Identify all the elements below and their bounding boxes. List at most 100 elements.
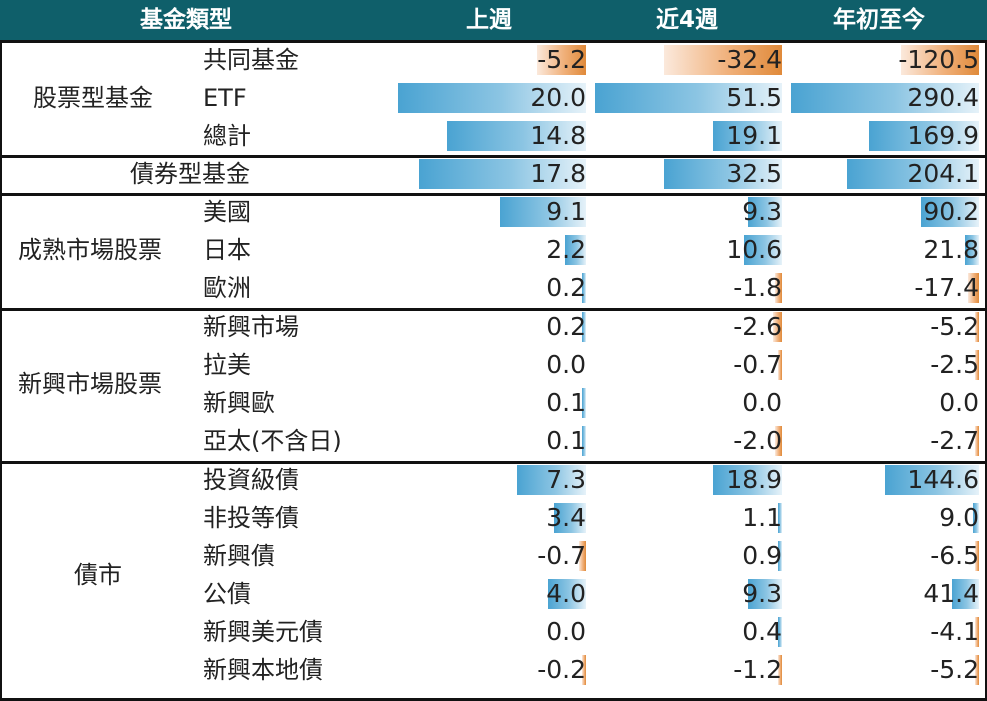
value-bar — [778, 350, 782, 380]
value-bar — [973, 503, 979, 533]
value-cell: 0.0 — [742, 388, 782, 417]
value-cell: 20.0 — [530, 83, 586, 112]
value-cell: -1.8 — [733, 273, 782, 302]
value-cell: 0.4 — [742, 617, 782, 646]
value-bar — [582, 388, 586, 418]
value-cell: 90.2 — [923, 197, 979, 226]
value-cell: 169.9 — [907, 121, 979, 150]
value-bar — [778, 655, 782, 685]
value-bar — [975, 617, 979, 647]
value-cell: 1.1 — [742, 503, 782, 532]
value-bar — [517, 465, 586, 495]
value-bar — [548, 579, 586, 609]
header-last-week: 上週 — [466, 7, 512, 33]
value-cell: 9.1 — [546, 197, 586, 226]
value-cell: -5.2 — [930, 655, 979, 684]
value-bar — [965, 235, 979, 265]
group-label: 債市 — [74, 561, 122, 589]
value-bar — [778, 617, 782, 647]
value-cell: 0.0 — [546, 617, 586, 646]
value-bar — [975, 426, 979, 456]
row-label: 新興美元債 — [203, 618, 323, 646]
row-label: 歐洲 — [203, 274, 251, 302]
row-label: 拉美 — [203, 351, 251, 379]
table-border-left — [0, 40, 2, 701]
value-cell: -2.0 — [733, 426, 782, 455]
value-cell: 0.9 — [742, 541, 782, 570]
row-divider — [0, 155, 987, 158]
value-cell: 41.4 — [923, 579, 979, 608]
value-cell: 9.3 — [742, 579, 782, 608]
value-bar — [975, 350, 979, 380]
value-cell: 204.1 — [907, 159, 979, 188]
row-label: 新興債 — [203, 542, 275, 570]
row-label: 美國 — [203, 198, 251, 226]
value-bar — [565, 235, 586, 265]
value-bar — [744, 235, 782, 265]
value-cell: 0.1 — [546, 388, 586, 417]
value-bar — [775, 273, 782, 303]
value-bar — [713, 465, 782, 495]
value-cell: -5.2 — [930, 312, 979, 341]
value-bar — [664, 45, 782, 75]
row-label: 新興本地債 — [203, 656, 323, 684]
value-bar — [885, 465, 979, 495]
value-cell: -2.7 — [930, 426, 979, 455]
header-ytd: 年初至今 — [833, 7, 925, 33]
value-bar — [500, 197, 586, 227]
value-bar — [968, 273, 979, 303]
value-bar — [778, 503, 782, 533]
value-bar — [778, 541, 782, 571]
value-bar — [537, 45, 586, 75]
value-cell: 51.5 — [726, 83, 782, 112]
value-bar — [595, 83, 782, 113]
value-bar — [775, 426, 782, 456]
row-label: 共同基金 — [203, 46, 299, 74]
row-label: 總計 — [203, 122, 251, 150]
value-cell: -2.6 — [733, 312, 782, 341]
value-cell: -0.7 — [537, 541, 586, 570]
value-cell: -2.5 — [930, 350, 979, 379]
value-bar — [748, 579, 782, 609]
value-bar — [975, 655, 979, 685]
value-cell: 0.2 — [546, 312, 586, 341]
value-bar — [582, 655, 586, 685]
row-label: 新興市場 — [203, 313, 299, 341]
value-cell: 290.4 — [907, 83, 979, 112]
value-cell: 32.5 — [726, 159, 782, 188]
value-cell: 0.0 — [939, 388, 979, 417]
row-label: 公債 — [203, 580, 251, 608]
value-bar — [419, 159, 586, 189]
value-bar — [582, 273, 586, 303]
value-cell: -32.4 — [717, 45, 782, 74]
value-bar — [447, 121, 586, 151]
value-bar — [748, 197, 782, 227]
header-last-4-weeks: 近4週 — [656, 7, 719, 33]
row-label: ETF — [203, 84, 247, 112]
group-label: 債券型基金 — [130, 160, 250, 188]
value-bar — [975, 541, 979, 571]
row-label: 日本 — [203, 236, 251, 264]
value-cell: -4.1 — [930, 617, 979, 646]
value-cell: -0.2 — [537, 655, 586, 684]
row-divider — [0, 698, 987, 701]
value-bar — [869, 121, 979, 151]
value-bar — [398, 83, 586, 113]
value-cell: 17.8 — [530, 159, 586, 188]
row-divider — [0, 461, 987, 464]
group-label: 新興市場股票 — [18, 370, 162, 398]
value-cell: 144.6 — [907, 465, 979, 494]
value-bar — [773, 312, 782, 342]
value-cell: -6.5 — [930, 541, 979, 570]
value-cell: 0.1 — [546, 426, 586, 455]
value-bar — [554, 503, 586, 533]
row-label: 新興歐 — [203, 389, 275, 417]
table-header: 基金類型 上週 近4週 年初至今 — [0, 0, 987, 40]
table-border-right — [985, 40, 987, 701]
value-bar — [901, 45, 979, 75]
row-label: 投資級債 — [203, 466, 299, 494]
row-label: 非投等債 — [203, 504, 299, 532]
value-bar — [847, 159, 979, 189]
value-bar — [713, 121, 782, 151]
value-bar — [579, 541, 586, 571]
